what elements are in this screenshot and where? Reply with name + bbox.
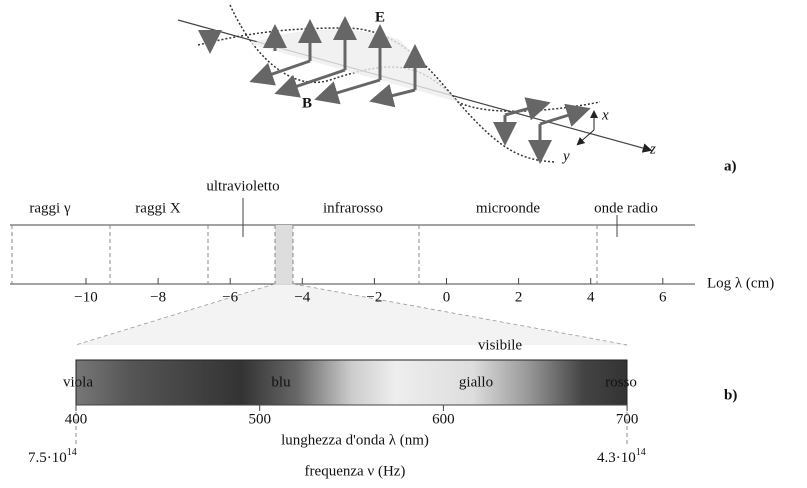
exponent: 14 <box>67 447 77 458</box>
visible-title: visibile <box>478 337 523 353</box>
mantissa: 7.5·10 <box>28 450 67 466</box>
tick-label: 4 <box>587 289 595 305</box>
region-label: raggi γ <box>29 200 71 216</box>
tick-label: −4 <box>294 289 310 305</box>
exponent: 14 <box>636 447 646 458</box>
y-label: y <box>561 148 570 164</box>
color-label: viola <box>63 374 93 390</box>
tick-label: 0 <box>443 289 451 305</box>
region-label: onde radio <box>594 200 658 216</box>
panel-label: a) <box>724 158 737 174</box>
frequency-value: 4.3·1014 <box>597 447 646 466</box>
z-label: z <box>649 141 656 157</box>
region-label: ultravioletto <box>206 178 279 194</box>
figure: E B x y z a) raggi γ raggi X ultraviolet… <box>0 0 807 488</box>
tick-label: −10 <box>74 289 97 305</box>
axis-label: Log λ (cm) <box>707 275 774 291</box>
region-label: infrarosso <box>323 200 383 216</box>
tick-label: −8 <box>150 289 166 305</box>
tick-label: 6 <box>659 289 667 305</box>
spectrum-frame <box>10 198 695 445</box>
frequency-value: 7.5·1014 <box>28 447 77 466</box>
e-label: E <box>375 9 385 25</box>
x-label: x <box>601 107 609 123</box>
wave-drawing <box>178 5 650 162</box>
color-label: blu <box>271 374 291 390</box>
region-label: raggi X <box>135 200 181 216</box>
tick-label: 600 <box>432 411 455 427</box>
wavelength-label: lunghezza d'onda λ (nm) <box>281 432 429 448</box>
tick-label: 400 <box>65 411 88 427</box>
color-label: rosso <box>605 374 637 390</box>
tick-label: −6 <box>222 289 238 305</box>
region-label: microonde <box>476 200 540 216</box>
tick-label: 700 <box>616 411 639 427</box>
mantissa: 4.3·10 <box>597 450 636 466</box>
tick-label: 500 <box>248 411 271 427</box>
frequency-label: frequenza ν (Hz) <box>305 463 406 479</box>
b-label: B <box>302 95 312 111</box>
tick-label: −2 <box>366 289 382 305</box>
color-label: giallo <box>459 374 493 390</box>
panel-label: b) <box>724 387 737 403</box>
tick-label: 2 <box>515 289 523 305</box>
